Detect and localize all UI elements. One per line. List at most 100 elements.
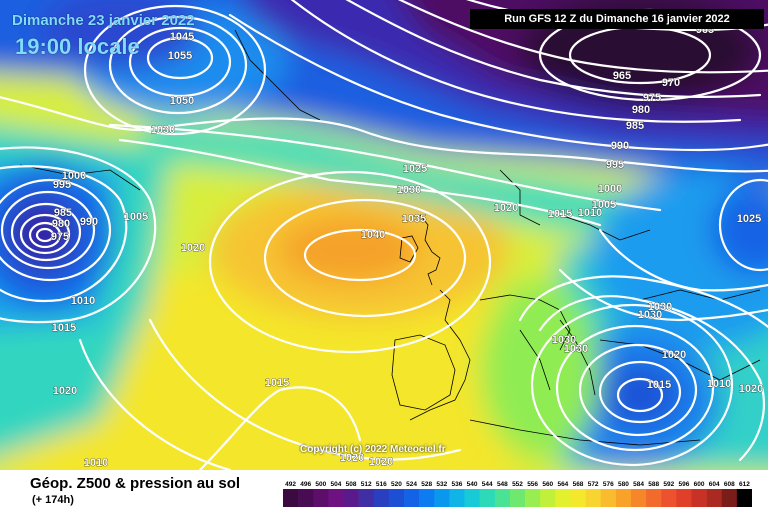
scale-tick-label: 544 [482, 481, 493, 488]
scale-swatch [373, 489, 390, 507]
isobars [0, 0, 768, 470]
scale-tick-label: 512 [361, 481, 372, 488]
scale-swatch [570, 489, 586, 507]
scale-tick-label: 580 [618, 481, 629, 488]
isobar-1050 [128, 26, 232, 98]
isobar-label: 1030 [397, 184, 421, 196]
isobar-label: 1050 [170, 95, 194, 107]
isobar-label: 1015 [265, 377, 289, 389]
isobar-label: 980 [632, 104, 650, 116]
scale-tick-label: 508 [346, 481, 357, 488]
scale-swatch [661, 489, 677, 507]
isobar-label: 1020 [53, 385, 77, 397]
scale-tick-label: 492 [285, 481, 296, 488]
scale-swatch [449, 489, 465, 507]
scale-swatch [419, 489, 435, 507]
scale-tick-label: 608 [724, 481, 735, 488]
scale-tick-label: 520 [391, 481, 402, 488]
scale-swatch [646, 489, 662, 507]
isobar-label: 1000 [62, 170, 86, 182]
isobar-label: 975 [51, 231, 69, 243]
isobar-label: 1030 [638, 309, 662, 321]
isobar-label: 1040 [361, 229, 385, 241]
isobar-label: 1010 [71, 295, 95, 307]
scale-swatch [540, 489, 556, 507]
scale-tick-label: 600 [694, 481, 705, 488]
scale-tick-label: 556 [527, 481, 538, 488]
isobar-label: 995 [606, 159, 624, 171]
isobar-label: 1015 [52, 322, 76, 334]
scale-tick-label: 528 [421, 481, 432, 488]
scale-swatch [600, 489, 617, 507]
scale-swatch [585, 489, 602, 507]
scale-swatch [736, 489, 752, 507]
scale-tick-label: 576 [603, 481, 614, 488]
isobar-1040 [303, 228, 417, 282]
legend-bar: Géop. Z500 & pression au sol (+ 174h) 49… [0, 470, 768, 512]
scale-tick-label: 496 [300, 481, 311, 488]
isobar-label: 1020 [181, 242, 205, 254]
scale-tick-label: 552 [512, 481, 523, 488]
scale-swatch [676, 489, 692, 507]
scale-swatch [343, 489, 359, 507]
scale-swatch [283, 489, 299, 507]
scale-tick-label: 500 [315, 481, 326, 488]
copyright-text: Copyright (c) 2022 Meteociel.fr [300, 444, 446, 455]
coastlines [19, 29, 761, 446]
scale-swatch [691, 489, 707, 507]
scale-swatch [358, 489, 375, 507]
forecast-time: 19:00 locale [15, 34, 140, 59]
scale-tick-label: 588 [648, 481, 659, 488]
scale-swatch [555, 489, 571, 507]
isobar-label: 1045 [170, 31, 194, 43]
isobar-label: 1010 [578, 207, 602, 219]
scale-tick-label: 568 [573, 481, 584, 488]
scale-tick-label: 592 [663, 481, 674, 488]
isobar-label: 1055 [168, 50, 192, 62]
scale-tick-label: 572 [588, 481, 599, 488]
isobar-label: 1005 [592, 199, 616, 211]
isobar-label: 965 [613, 70, 631, 82]
scale-swatch [630, 489, 647, 507]
scale-swatch [404, 489, 420, 507]
isobar-1045 [108, 15, 248, 115]
scale-swatch [298, 489, 314, 507]
scale-tick-label: 564 [557, 481, 568, 488]
scale-swatch [615, 489, 632, 507]
isobar-label: 1000 [598, 183, 622, 195]
isobar-label: 970 [662, 77, 680, 89]
isobar-label: 975 [643, 92, 661, 104]
forecast-map: 1045 1055 1050 1030 995 1000 985 980 975… [0, 0, 768, 470]
isobar-label: 1025 [737, 213, 761, 225]
forecast-date: Dimanche 23 janvier 2022 [12, 12, 195, 29]
scale-tick-label: 524 [406, 481, 417, 488]
isobar-label: 1010 [84, 457, 108, 469]
scale-swatch [525, 489, 541, 507]
scale-swatch [434, 489, 450, 507]
isobar-label: 1035 [402, 213, 426, 225]
scale-swatch [313, 489, 329, 507]
scale-tick-label: 560 [542, 481, 553, 488]
isobar-label: 1020 [494, 202, 518, 214]
scale-tick-label: 584 [633, 481, 644, 488]
scale-tick-label: 548 [497, 481, 508, 488]
scale-swatch [721, 489, 738, 507]
scale-tick-label: 612 [739, 481, 750, 488]
scale-swatch [464, 489, 480, 507]
isobar-label: 1020 [340, 452, 364, 464]
isobar-label: 1030 [564, 343, 588, 355]
isobar-1055 [146, 36, 214, 80]
scale-tick-label: 536 [452, 481, 463, 488]
isobar-label: 990 [611, 140, 629, 152]
scale-swatch [328, 489, 344, 507]
scale-swatch [494, 489, 511, 507]
scale-tick-label: 540 [467, 481, 478, 488]
forecast-lead-time: (+ 174h) [32, 494, 74, 506]
scale-swatch [388, 489, 405, 507]
isobar-label: 985 [54, 207, 72, 219]
run-info: Run GFS 12 Z du Dimanche 16 janvier 2022 [470, 9, 764, 29]
isobar-label: 1015 [647, 379, 671, 391]
isobar-label: 1030 [151, 124, 175, 136]
isobar-label: 990 [80, 216, 98, 228]
